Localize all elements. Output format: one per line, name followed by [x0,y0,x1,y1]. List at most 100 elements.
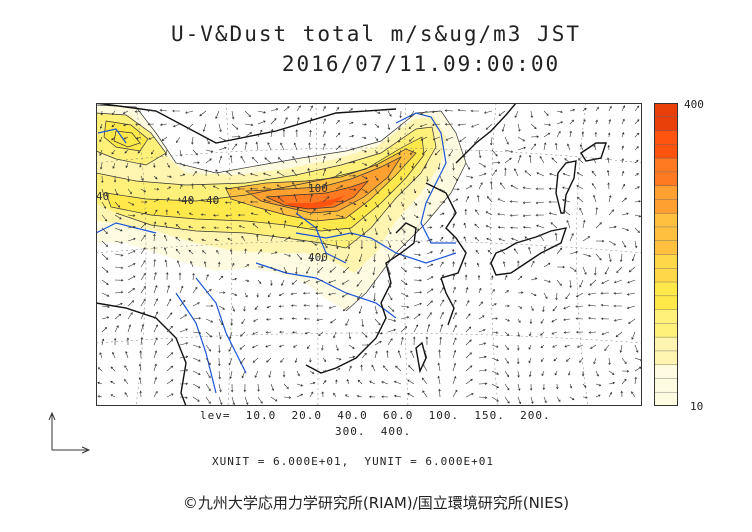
wind-arrow [201,238,207,242]
wind-arrow [413,291,423,294]
wind-arrow [576,172,584,177]
wind-arrow [335,199,345,203]
wind-arrow [226,170,233,177]
wind-arrow [192,344,202,349]
wind-arrow [230,318,234,326]
wind-arrow [332,253,337,263]
wind-arrow [188,225,194,229]
wind-arrow [530,110,534,119]
wind-arrow [478,329,486,333]
wind-arrow [589,279,597,286]
wind-arrow [101,188,105,197]
colorbar-cell [654,116,678,132]
wind-arrow [600,317,610,321]
wind-arrow [563,209,571,216]
wind-arrow [328,292,337,296]
wind-arrow [554,370,558,376]
wind-arrow [387,266,391,275]
wind-arrow [465,162,470,170]
wind-arrow [114,325,119,333]
wind-arrow [621,227,630,231]
wind-arrow [426,201,432,205]
wind-arrow [202,250,207,255]
wind-arrow [408,365,415,372]
wind-arrow [543,262,551,268]
wind-arrow [397,350,402,359]
wind-arrow [491,289,495,294]
wind-arrow [400,201,404,207]
wind-arrow [192,272,195,281]
wind-arrow [316,318,324,322]
wind-arrow [621,197,627,203]
wind-arrow [309,208,316,216]
wind-arrow [164,259,168,268]
wind-arrow [517,344,520,351]
wind-arrow [348,227,353,236]
wind-arrow [374,341,382,346]
wind-arrow [229,331,233,339]
wind-arrow [239,344,246,350]
wind-arrow [513,248,519,255]
wind-arrow [114,214,122,220]
wind-arrow [185,110,194,114]
wind-arrow [101,316,110,320]
wind-arrow [491,161,501,164]
wind-arrow [192,331,202,335]
wind-arrow [556,265,566,269]
colorbar-cell [654,103,678,118]
wind-arrow [308,357,312,363]
wind-arrow [478,368,488,372]
wind-arrow [478,301,483,307]
wind-arrow [151,149,155,155]
wind-arrow [510,226,519,230]
wind-arrow [452,198,459,203]
wind-arrow [504,157,512,164]
wind-arrow [591,183,597,190]
wind-arrow [439,236,444,242]
wind-arrow [386,350,389,359]
colorbar-cell [654,240,678,255]
colorbar-cell [654,171,678,187]
wind-arrow [543,142,547,151]
wind-arrow [335,119,340,125]
wind-arrow [475,209,480,216]
wind-arrow [303,279,311,284]
wind-arrow [604,344,610,352]
wind-arrow [294,357,298,364]
wind-arrow [608,195,612,203]
wind-arrow [386,149,390,156]
wind-arrow [444,109,454,112]
wind-arrow [140,188,147,193]
wind-arrow [621,183,626,190]
wind-arrow [374,175,379,181]
wind-arrow [478,355,487,359]
wind-arrow [487,249,493,255]
wind-arrow [489,136,493,146]
wind-arrow [374,214,379,222]
wind-arrow [166,285,170,294]
wind-arrow [306,266,311,274]
wind-arrow [413,253,421,257]
wind-arrow [451,236,455,242]
wind-arrow [153,233,156,242]
wind-arrow [426,312,432,320]
wind-arrow [231,305,235,312]
wind-arrow [400,253,407,260]
wind-arrow [524,236,532,242]
wind-arrow [267,292,272,298]
wind-arrow [216,250,220,255]
wind-arrow [398,123,402,131]
wind-arrow [322,240,328,249]
wind-arrow [399,110,402,119]
wind-arrow [608,381,616,385]
wind-arrow [566,219,571,229]
wind-arrow [238,225,246,229]
wind-arrow [463,149,467,158]
wind-arrow [452,187,460,191]
wind-arrow [244,123,254,127]
wind-arrow [634,214,642,218]
wind-arrow [344,394,350,398]
wind-arrow [413,214,419,219]
wind-arrow [348,174,356,178]
wind-arrow [192,149,198,156]
